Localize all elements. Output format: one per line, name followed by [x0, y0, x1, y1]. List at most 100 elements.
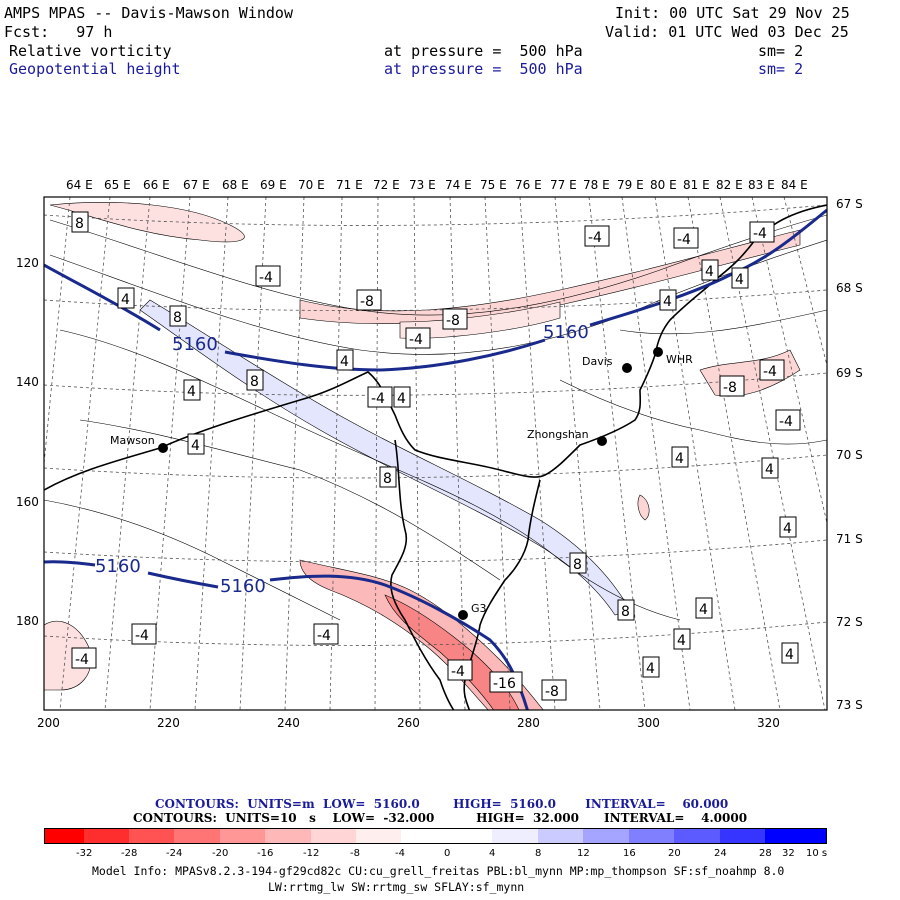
vort-label-box: -4 — [367, 386, 393, 408]
lon-label: 82 E — [716, 178, 743, 192]
lat-label: 68 S — [836, 281, 863, 295]
svg-text:G3: G3 — [471, 602, 487, 615]
coastline — [44, 204, 827, 710]
colorbar-label: 4 — [489, 848, 496, 859]
x-tick-label: 200 — [37, 716, 60, 730]
forecast-hour: Fcst: 97 h — [4, 23, 113, 41]
field1-level: at pressure = 500 hPa — [384, 42, 583, 60]
svg-text:8: 8 — [621, 604, 630, 620]
vort-label-box: -16 — [489, 671, 523, 693]
vort-label-box: 4 — [695, 597, 713, 619]
lon-label: 76 E — [515, 178, 542, 192]
lon-label: 74 E — [445, 178, 472, 192]
colorbar-swatch — [492, 828, 538, 844]
svg-text:8: 8 — [383, 471, 392, 487]
field2-level: at pressure = 500 hPa — [384, 60, 583, 78]
station-whr: WHR — [653, 347, 693, 366]
svg-text:4: 4 — [705, 264, 714, 280]
colorbar-label: 16 — [623, 848, 636, 859]
svg-text:Zhongshan: Zhongshan — [527, 428, 589, 441]
lon-label: 66 E — [143, 178, 170, 192]
vort-label-box: 4 — [701, 259, 719, 281]
vort-label-box: -4 — [584, 225, 610, 247]
init-time: Init: 00 UTC Sat 29 Nov 25 — [615, 4, 850, 22]
vorticity-contours — [44, 214, 827, 621]
colorbar-swatch — [356, 828, 401, 844]
vort-label-box: 8 — [569, 552, 587, 574]
svg-text:4: 4 — [191, 438, 200, 454]
colorbar-swatch — [220, 828, 265, 844]
vort-label-box: 4 — [673, 628, 691, 650]
vort-label-box: -4 — [131, 623, 157, 645]
svg-text:-4: -4 — [317, 628, 331, 644]
x-tick-label: 260 — [397, 716, 420, 730]
lon-label: 75 E — [480, 178, 507, 192]
vort-label-box: -4 — [255, 265, 281, 287]
colorbar-label: 20 — [668, 848, 681, 859]
vort-label-box: 4 — [731, 267, 749, 289]
svg-text:4: 4 — [699, 602, 708, 618]
vort-label-box: 4 — [187, 433, 205, 455]
svg-text:4: 4 — [783, 521, 792, 537]
model-info: Model Info: MPASv8.2.3-194-gf29cd82c CU:… — [92, 864, 785, 878]
lon-label: 68 E — [222, 178, 249, 192]
svg-text:-4: -4 — [677, 232, 691, 248]
lon-label: 71 E — [336, 178, 363, 192]
svg-text:-8: -8 — [360, 294, 374, 310]
colorbar-swatch — [129, 828, 174, 844]
y-tick-label: 180 — [16, 614, 39, 628]
colorbar-swatch — [720, 828, 765, 844]
colorbar-label: -24 — [166, 848, 183, 859]
vort-label-box: 4 — [642, 656, 660, 678]
x-tick-label: 240 — [277, 716, 300, 730]
height-label: 5160 — [95, 556, 141, 577]
vort-label-box: 4 — [781, 642, 799, 664]
vort-label-box: -4 — [749, 221, 775, 243]
lon-label: 73 E — [409, 178, 436, 192]
svg-text:Mawson: Mawson — [110, 434, 155, 447]
station-zhongshan: Zhongshan — [527, 428, 607, 446]
colorbar-swatch — [583, 828, 629, 844]
vort-label-box: 4 — [761, 457, 779, 479]
svg-text:4: 4 — [340, 354, 349, 370]
colorbar-swatch — [765, 828, 827, 844]
vort-label-box: -4 — [673, 227, 699, 249]
field1-name: Relative vorticity — [9, 42, 172, 60]
x-tick-label: 280 — [517, 716, 540, 730]
colorbar-swatch — [538, 828, 583, 844]
vort-label-box: -4 — [71, 647, 97, 669]
svg-text:-4: -4 — [75, 652, 89, 668]
colorbar-label: -4 — [395, 848, 405, 859]
valid-time: Valid: 01 UTC Wed 03 Dec 25 — [605, 23, 849, 41]
vort-label-box: 4 — [779, 516, 797, 538]
vort-label-box: 4 — [659, 289, 677, 311]
svg-text:-16: -16 — [493, 676, 516, 692]
svg-text:-8: -8 — [446, 313, 460, 329]
colorbar-label: -28 — [121, 848, 138, 859]
vort-label-box: -8 — [541, 679, 567, 701]
vort-label-box: 4 — [117, 287, 135, 309]
colorbar-swatch — [44, 828, 84, 844]
lon-label: 77 E — [550, 178, 577, 192]
vort-label-box: -8 — [442, 308, 468, 330]
colorbar-label: 32 — [782, 848, 795, 859]
svg-text:4: 4 — [646, 661, 655, 677]
vort-label-box: -4 — [313, 623, 339, 645]
svg-text:8: 8 — [250, 374, 259, 390]
lat-label: 73 S — [836, 698, 863, 712]
vort-label-box: 8 — [246, 369, 264, 391]
colorbar-units: 10 s — [806, 848, 828, 859]
svg-text:4: 4 — [663, 294, 672, 310]
colorbar-label: 12 — [577, 848, 590, 859]
svg-text:4: 4 — [397, 391, 406, 407]
svg-text:-4: -4 — [753, 226, 767, 242]
colorbar-label: 0 — [444, 848, 451, 859]
vorticity-labels: 8 -4 4 8 -8 -8 -4 -4 -4 -4 4 4 4 4 8 4 -… — [71, 211, 801, 701]
svg-text:4: 4 — [121, 292, 130, 308]
lon-label: 79 E — [617, 178, 644, 192]
colorbar-swatch — [401, 828, 447, 844]
vorticity-contour-info: CONTOURS: UNITS=10 s LOW= -32.000 HIGH= … — [133, 811, 748, 825]
height-labels: 5160 5160 5160 5160 — [95, 322, 589, 597]
vort-label-box: -8 — [719, 375, 745, 397]
